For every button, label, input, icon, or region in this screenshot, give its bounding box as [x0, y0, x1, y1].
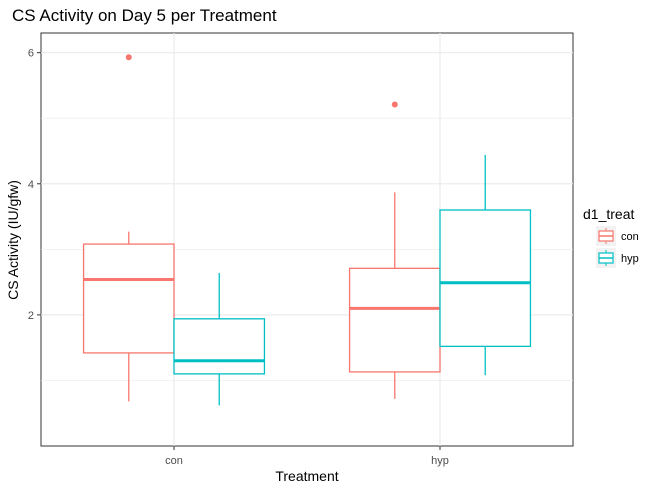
chart-title: CS Activity on Day 5 per Treatment: [12, 6, 277, 25]
box-iqr: [82, 243, 175, 354]
outlier-point: [125, 54, 132, 61]
x-axis-label: Treatment: [275, 468, 338, 484]
box-series: [82, 54, 532, 406]
outlier-point: [391, 101, 398, 108]
legend-item-hyp: hyp: [596, 248, 639, 268]
box-iqr: [173, 318, 266, 375]
y-axis-label: CS Activity (IU/gfw): [5, 180, 21, 300]
box-hyp-con: [173, 272, 266, 406]
legend-label: hyp: [621, 253, 639, 265]
y-tick-label: 2: [28, 310, 34, 322]
box-iqr: [348, 267, 441, 373]
x-tick-label: hyp: [431, 455, 449, 467]
box-hyp-hyp: [439, 154, 532, 376]
y-axis: 2 4 6: [28, 48, 41, 322]
legend-label: con: [621, 231, 639, 243]
y-tick-label: 4: [28, 179, 34, 191]
plot-area: [40, 32, 574, 447]
x-tick-label: con: [165, 455, 183, 467]
box-con-hyp: [348, 101, 441, 399]
x-axis: con hyp: [165, 446, 449, 467]
legend-item-con: con: [596, 226, 639, 246]
y-tick-label: 6: [28, 48, 34, 60]
box-con-con: [82, 54, 175, 402]
legend: d1_treat con hyp: [583, 206, 639, 268]
box-iqr: [439, 209, 532, 348]
legend-title: d1_treat: [583, 206, 634, 222]
